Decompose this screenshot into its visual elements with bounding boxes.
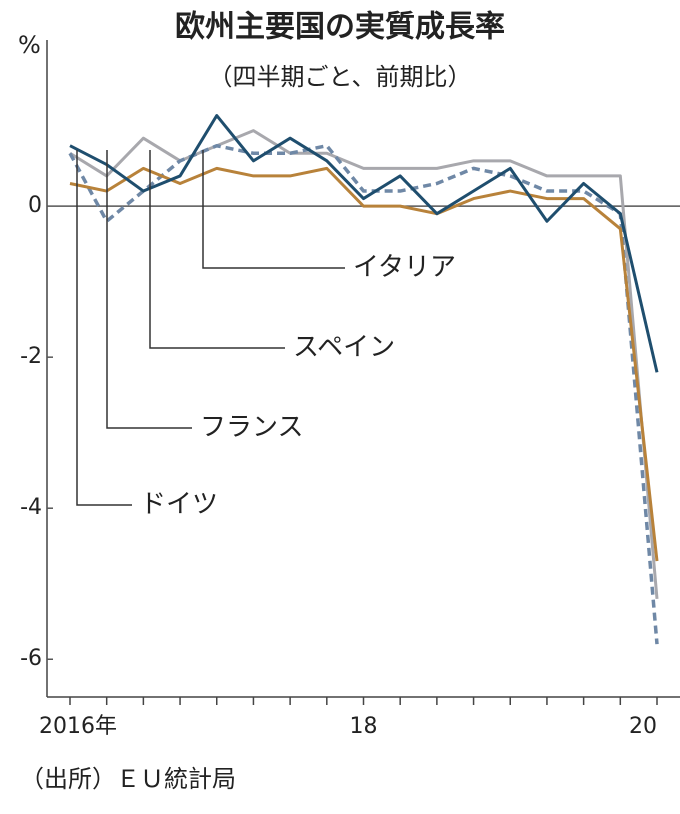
chart-subtitle: （四半期ごと、前期比） (208, 63, 471, 91)
series-line (69, 114, 659, 373)
y-tick-label: -6 (20, 646, 42, 671)
y-tick-label: -4 (20, 495, 42, 520)
series-line (69, 166, 659, 562)
x-tick-label: 18 (350, 714, 378, 739)
leader-line (149, 150, 285, 349)
legend-label: フランス (200, 413, 303, 443)
y-tick-label: 0 (28, 193, 42, 218)
legend-label: ドイツ (140, 490, 218, 520)
series-line (69, 129, 659, 599)
unit-label: % (18, 31, 41, 59)
chart-title: 欧州主要国の実質成長率 (175, 10, 505, 45)
x-tick-label: 2016年 (39, 714, 117, 739)
leader-line (202, 150, 345, 269)
x-tick-label: 20 (629, 714, 657, 739)
y-tick-label: -2 (20, 344, 42, 369)
leader-line (76, 150, 132, 506)
leader-line (106, 150, 192, 429)
series-line (68, 143, 659, 645)
source: （出所）ＥＵ統計局 (20, 765, 236, 793)
legend-label: スペイン (293, 333, 395, 363)
legend-label: イタリア (353, 253, 456, 283)
